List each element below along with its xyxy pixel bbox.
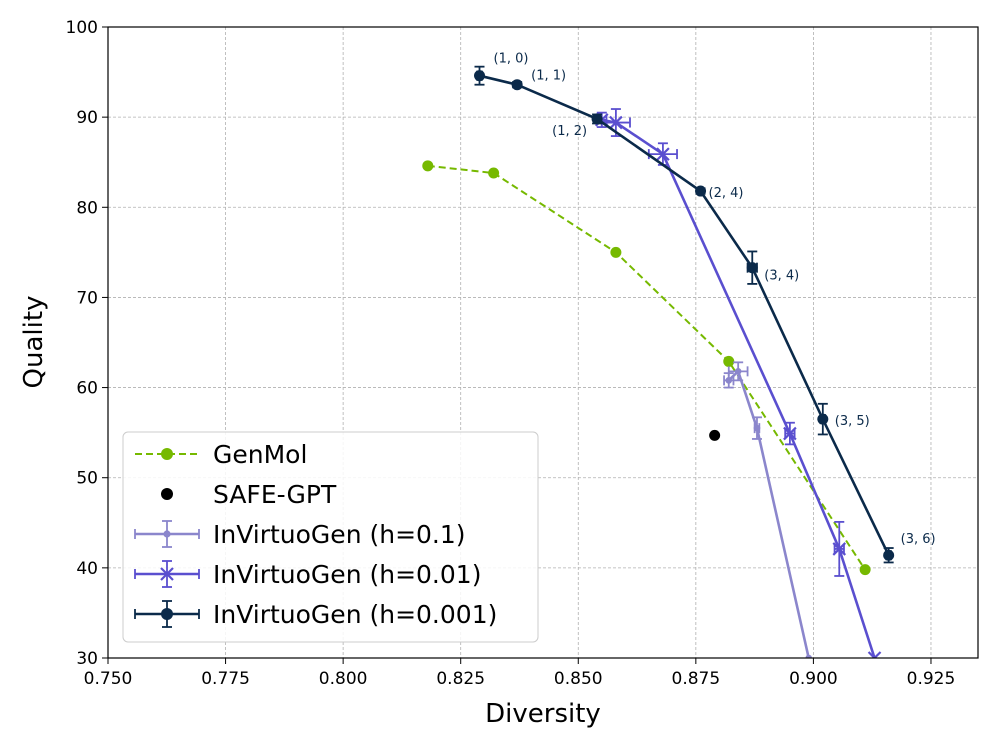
legend-item-safe-gpt: SAFE-GPT bbox=[161, 480, 337, 509]
y-tick-label: 50 bbox=[76, 469, 98, 489]
series-safe-gpt bbox=[709, 429, 721, 441]
x-tick-label: 0.900 bbox=[789, 669, 838, 689]
x-tick-label: 0.825 bbox=[436, 669, 485, 689]
data-point bbox=[488, 167, 500, 179]
data-point bbox=[422, 160, 434, 172]
data-point bbox=[511, 79, 523, 91]
point-annotation: (1, 1) bbox=[531, 69, 566, 84]
legend-swatch-marker bbox=[163, 530, 171, 538]
legend-label: InVirtuoGen (h=0.001) bbox=[213, 600, 497, 629]
data-point bbox=[609, 115, 623, 130]
data-point bbox=[709, 429, 721, 441]
point-annotation: (3, 5) bbox=[835, 414, 870, 429]
legend-item-invirtuogen-h-0-001: InVirtuoGen (h=0.001) bbox=[134, 600, 497, 629]
y-tick-label: 100 bbox=[66, 18, 98, 38]
series-invirtuogen-h-0-001 bbox=[474, 65, 895, 564]
data-point bbox=[817, 413, 829, 425]
data-point bbox=[753, 424, 761, 432]
data-point bbox=[832, 542, 847, 556]
y-tick-label: 80 bbox=[76, 198, 98, 218]
data-point bbox=[859, 564, 871, 576]
legend-swatch-marker bbox=[161, 608, 173, 620]
axis-ticks: 0.750 0.775 0.800 0.825 0.850 0.875 0.900 0.925… bbox=[66, 18, 956, 689]
data-point bbox=[656, 147, 670, 161]
legend: GenMol SAFE-GPT InVirtuoGen (h=0.1) InVirtu… bbox=[122, 431, 539, 643]
y-tick-label: 40 bbox=[76, 559, 98, 579]
x-tick-label: 0.925 bbox=[907, 669, 956, 689]
legend-item-genmol: GenMol bbox=[135, 440, 307, 469]
y-axis-label: Quality bbox=[19, 296, 49, 389]
data-point bbox=[610, 246, 622, 258]
legend-swatch-marker bbox=[160, 567, 174, 581]
x-tick-label: 0.875 bbox=[672, 669, 721, 689]
point-annotation: (3, 4) bbox=[764, 269, 799, 284]
data-point bbox=[591, 113, 603, 125]
y-tick-label: 60 bbox=[76, 379, 98, 399]
legend-swatch-marker bbox=[161, 488, 173, 500]
x-tick-label: 0.750 bbox=[84, 669, 133, 689]
legend-box bbox=[122, 431, 539, 643]
legend-label: InVirtuoGen (h=0.01) bbox=[213, 560, 481, 589]
series-genmol bbox=[422, 160, 871, 576]
series-invirtuogen-h-0-1 bbox=[723, 361, 813, 658]
x-tick-label: 0.800 bbox=[319, 669, 368, 689]
legend-swatch-marker bbox=[161, 448, 173, 460]
x-tick-label: 0.850 bbox=[554, 669, 603, 689]
plot-frame bbox=[107, 26, 979, 659]
point-annotation: (1, 2) bbox=[552, 124, 587, 139]
point-annotation: (1, 0) bbox=[494, 52, 529, 67]
y-tick-label: 30 bbox=[76, 649, 98, 669]
data-point bbox=[474, 70, 486, 82]
data-point bbox=[695, 185, 707, 197]
data-point bbox=[867, 651, 882, 658]
x-axis-label: Diversity bbox=[485, 699, 601, 729]
legend-label: SAFE-GPT bbox=[213, 480, 337, 509]
data-point bbox=[725, 377, 733, 384]
point-annotation: (2, 4) bbox=[709, 186, 744, 201]
plot-area bbox=[422, 65, 895, 658]
data-point bbox=[883, 549, 895, 561]
legend-item-invirtuogen-h-0-01: InVirtuoGen (h=0.01) bbox=[134, 560, 481, 589]
y-tick-label: 70 bbox=[76, 288, 98, 308]
data-point bbox=[734, 368, 742, 375]
x-tick-label: 0.775 bbox=[201, 669, 250, 689]
plot-data: (1, 0)(1, 1) (1, 2) (2, 4) (3, 4) (3, 5) (3, … bbox=[422, 52, 936, 658]
data-point bbox=[723, 355, 735, 367]
point-annotation: (3, 6) bbox=[901, 532, 936, 547]
data-point bbox=[746, 262, 758, 274]
data-point bbox=[783, 426, 797, 441]
legend-label: GenMol bbox=[213, 440, 307, 469]
legend-item-invirtuogen-h-0-1: InVirtuoGen (h=0.1) bbox=[134, 520, 466, 549]
data-point bbox=[805, 654, 813, 658]
legend-label: InVirtuoGen (h=0.1) bbox=[213, 520, 466, 549]
y-tick-label: 90 bbox=[76, 108, 98, 128]
